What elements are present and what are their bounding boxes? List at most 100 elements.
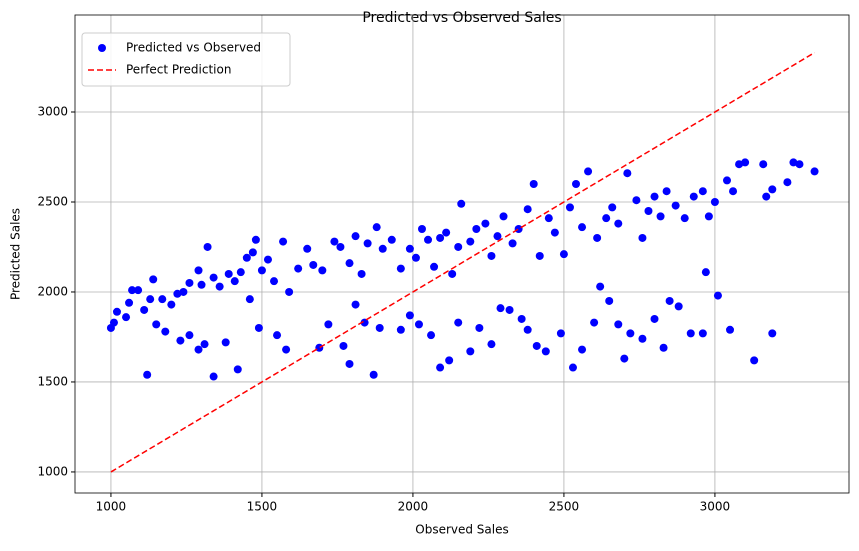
x-tick-label: 2000 [398, 500, 429, 514]
legend-label: Predicted vs Observed [126, 41, 261, 55]
scatter-point [427, 331, 436, 340]
scatter-point [593, 233, 602, 242]
scatter-point [273, 331, 282, 340]
scatter-point [158, 295, 167, 304]
scatter-point [674, 302, 683, 311]
scatter-point [146, 295, 155, 304]
scatter-point [493, 232, 502, 241]
scatter-point [345, 359, 354, 368]
scatter-point [230, 277, 239, 286]
scatter-point [194, 266, 203, 275]
scatter-point [161, 327, 170, 336]
scatter-point [535, 251, 544, 260]
scatter-point [125, 298, 134, 307]
scatter-point [360, 318, 369, 327]
scatter-point [345, 259, 354, 268]
scatter-point [638, 233, 647, 242]
scatter-point [499, 212, 508, 221]
scatter-point [405, 244, 414, 253]
scatter-point [704, 212, 713, 221]
scatter-point [559, 250, 568, 259]
plot-area: 1000 1500 2000 2500 3000 1000 1500 2000 2500 3000 [37, 14, 850, 514]
legend: Predicted vs Observed Perfect Prediction [81, 32, 291, 87]
scatter-point [254, 323, 263, 332]
scatter-point [578, 345, 587, 354]
legend-label: Perfect Prediction [126, 63, 231, 77]
scatter-point [544, 214, 553, 223]
scatter-point [251, 235, 260, 244]
scatter-point [245, 295, 254, 304]
scatter-point [466, 237, 475, 246]
scatter-point [330, 237, 339, 246]
legend-marker [98, 44, 106, 52]
scatter-point [143, 370, 152, 379]
scatter-point [128, 286, 137, 295]
scatter-point [481, 219, 490, 228]
scatter-point [387, 235, 396, 244]
scatter-point [173, 289, 182, 298]
y-axis-label: Predicted Sales [9, 208, 23, 300]
scatter-point [680, 214, 689, 223]
y-tick-label: 1000 [37, 464, 68, 478]
scatter-point [405, 311, 414, 320]
scatter-point [656, 212, 665, 221]
scatter-point [523, 325, 532, 334]
scatter-point [112, 307, 121, 316]
scatter-point [466, 347, 475, 356]
scatter-point [487, 340, 496, 349]
scatter-point [726, 325, 735, 334]
scatter-point [650, 314, 659, 323]
scatter-point [505, 305, 514, 314]
scatter-point [351, 232, 360, 241]
scatter-point [448, 269, 457, 278]
scatter-point [729, 187, 738, 196]
scatter-point [713, 291, 722, 300]
scatter-point [698, 329, 707, 338]
scatter-point [710, 197, 719, 206]
y-tick-label: 3000 [37, 105, 68, 119]
scatter-point [442, 228, 451, 237]
scatter-point [282, 345, 291, 354]
scatter-point [336, 242, 345, 251]
scatter-point [768, 329, 777, 338]
x-axis-label: Observed Sales [415, 523, 509, 537]
scatter-point [487, 251, 496, 260]
scatter-point [572, 179, 581, 188]
chart-title: Predicted vs Observed Sales [362, 10, 561, 26]
scatter-point [722, 176, 731, 185]
scatter-point [454, 318, 463, 327]
legend-box [81, 32, 291, 87]
scatter-point [411, 253, 420, 262]
scatter-point [578, 223, 587, 232]
y-tick-label: 1500 [37, 374, 68, 388]
scatter-point [279, 237, 288, 246]
scatter-point [309, 260, 318, 269]
scatter-point [759, 160, 768, 169]
y-tick-label: 2000 [37, 284, 68, 298]
scatter-point [417, 224, 426, 233]
scatter-point [363, 239, 372, 248]
scatter-point [620, 354, 629, 363]
scatter-point [626, 329, 635, 338]
scatter-point [768, 185, 777, 194]
scatter-point [698, 187, 707, 196]
scatter-point [372, 223, 381, 232]
scatter-point [224, 269, 233, 278]
scatter-point [324, 320, 333, 329]
scatter-point [396, 264, 405, 273]
scatter-point [529, 179, 538, 188]
x-tick-label: 1500 [247, 500, 278, 514]
scatter-point [584, 167, 593, 176]
scatter-point [194, 345, 203, 354]
scatter-point [424, 235, 433, 244]
scatter-point [257, 266, 266, 275]
scatter-point [644, 206, 653, 215]
x-tick-label: 2500 [549, 500, 580, 514]
scatter-point [122, 313, 131, 322]
scatter-point [248, 248, 257, 257]
scatter-point [285, 287, 294, 296]
scatter-point [671, 201, 680, 210]
scatter-point [541, 347, 550, 356]
